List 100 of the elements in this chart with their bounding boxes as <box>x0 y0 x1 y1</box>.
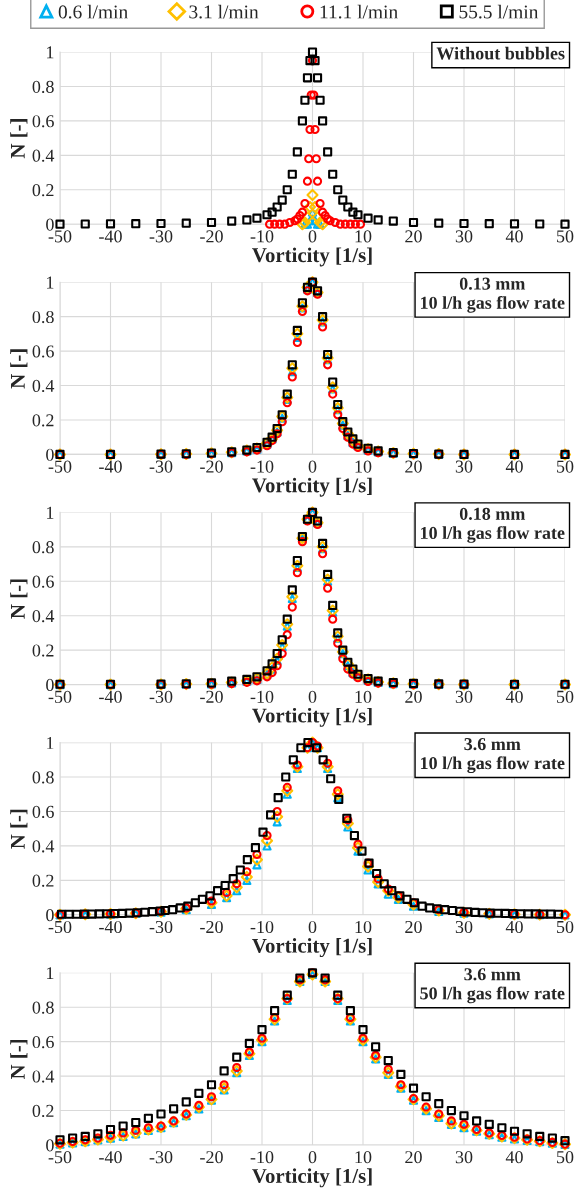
x-tick-label: 50 <box>557 920 574 934</box>
y-tick-label: 0.6 <box>32 345 54 358</box>
y-axis-title: N [-] <box>10 1039 28 1080</box>
x-tick-label: 10 <box>355 460 372 473</box>
x-tick-label: -30 <box>149 920 173 934</box>
annotation: 3.6 mm 10 l/h gas flow rate <box>421 738 565 774</box>
x-tick-label: 20 <box>405 1151 422 1164</box>
y-tick-label: 0.2 <box>32 874 54 887</box>
y-tick-label: 1 <box>47 276 54 289</box>
y-tick-label: 0.8 <box>32 1001 54 1014</box>
x-tick-label: -50 <box>48 460 72 473</box>
x-tick-label: 50 <box>557 690 574 703</box>
y-tick-label: 1 <box>47 736 54 749</box>
x-tick-label: -40 <box>99 690 122 703</box>
x-tick-label: 10 <box>355 230 372 243</box>
x-tick-label: -20 <box>200 230 223 243</box>
legend-label: 11.1 l/min <box>320 4 398 19</box>
y-tick-label: 0.4 <box>32 149 55 162</box>
y-tick-label: 1 <box>47 967 54 980</box>
x-tick-label: -50 <box>48 920 72 934</box>
x-tick-label: -50 <box>48 690 72 703</box>
x-tick-label: -20 <box>200 1151 223 1164</box>
x-tick-label: 30 <box>455 230 473 243</box>
x-tick-label: 20 <box>405 690 422 703</box>
y-tick-label: 0.4 <box>32 609 55 623</box>
y-tick-label: 0.2 <box>32 644 54 657</box>
y-tick-label: 1 <box>47 506 54 519</box>
x-tick-label: -10 <box>250 230 274 243</box>
y-tick-label: 0.8 <box>32 771 54 784</box>
x-tick-label: 40 <box>505 690 523 703</box>
x-tick-label: -10 <box>250 1151 274 1164</box>
x-tick-label: 40 <box>505 460 523 473</box>
x-tick-label: 40 <box>505 230 523 243</box>
y-tick-label: 0 <box>46 448 54 461</box>
y-tick-label: 0.8 <box>32 80 54 93</box>
y-axis-title: N [-] <box>10 349 28 389</box>
x-tick-label: 30 <box>455 1151 473 1164</box>
x-tick-label: -30 <box>149 690 173 703</box>
x-tick-label: 30 <box>455 460 473 473</box>
x-tick-label: 50 <box>557 230 574 243</box>
x-tick-label: -30 <box>149 460 173 473</box>
x-tick-label: 10 <box>355 1151 372 1164</box>
y-tick-label: 1 <box>47 46 54 59</box>
x-tick-label: 40 <box>505 1151 523 1164</box>
x-tick-label: 30 <box>455 690 473 703</box>
y-tick-label: 0.8 <box>32 541 54 554</box>
x-tick-label: 0 <box>308 230 317 243</box>
x-tick-label: -10 <box>250 690 274 703</box>
x-tick-label: -50 <box>48 1151 72 1164</box>
y-axis-title: N [-] <box>10 579 28 619</box>
x-tick-label: -20 <box>200 460 223 473</box>
x-tick-label: 50 <box>557 460 574 473</box>
y-tick-label: 0.6 <box>32 575 54 588</box>
y-tick-label: 0.2 <box>32 414 54 427</box>
x-tick-label: -30 <box>149 1151 173 1164</box>
legend-label: 55.5 l/min <box>459 4 539 19</box>
y-axis-title: N [-] <box>10 119 28 159</box>
y-tick-label: 0.4 <box>32 379 55 393</box>
x-tick-label: -10 <box>250 920 274 934</box>
y-tick-label: 0 <box>46 218 54 231</box>
x-tick-label: -10 <box>250 460 274 473</box>
x-axis-title: Vorticity [1/s] <box>252 707 372 727</box>
x-tick-label: 0 <box>308 690 317 703</box>
y-tick-label: 0.4 <box>32 840 55 853</box>
annotation: 0.13 mm 10 l/h gas flow rate <box>421 277 565 313</box>
y-tick-label: 0.6 <box>32 1035 54 1049</box>
x-tick-label: -20 <box>200 920 223 934</box>
x-tick-label: -40 <box>99 460 122 473</box>
x-axis-title: Vorticity [1/s] <box>252 938 372 958</box>
x-axis-title: Vorticity [1/s] <box>252 477 372 497</box>
annotation: Without bubbles <box>436 46 565 60</box>
y-tick-label: 0 <box>46 1139 54 1152</box>
legend-label: 3.1 l/min <box>189 4 259 19</box>
y-tick-label: 0.2 <box>32 184 54 197</box>
x-tick-label: 40 <box>505 920 523 934</box>
y-tick-label: 0.6 <box>32 805 54 818</box>
x-tick-label: 50 <box>557 1151 574 1164</box>
x-tick-label: -30 <box>149 230 173 243</box>
y-axis-title: N [-] <box>10 809 28 849</box>
x-tick-label: 20 <box>405 460 422 473</box>
x-tick-label: 0 <box>308 460 317 473</box>
x-tick-label: 20 <box>405 920 422 934</box>
x-tick-label: 20 <box>405 230 422 243</box>
x-tick-label: 30 <box>455 920 473 934</box>
y-tick-label: 0.2 <box>32 1104 54 1118</box>
x-tick-label: 0 <box>308 920 317 934</box>
x-axis-title: Vorticity [1/s] <box>252 247 372 267</box>
x-tick-label: -40 <box>99 230 122 243</box>
y-tick-label: 0.4 <box>32 1070 55 1083</box>
x-tick-label: -20 <box>200 690 223 703</box>
annotation: 0.18 mm 10 l/h gas flow rate <box>421 507 565 543</box>
x-tick-label: -40 <box>99 920 122 934</box>
x-tick-label: -40 <box>99 1151 122 1164</box>
x-tick-label: 10 <box>355 920 372 934</box>
y-tick-label: 0.8 <box>32 310 54 324</box>
legend-label: 0.6 l/min <box>58 4 128 19</box>
x-tick-label: 0 <box>308 1151 317 1164</box>
y-tick-label: 0 <box>46 678 54 692</box>
x-tick-label: -50 <box>48 230 72 243</box>
y-tick-label: 0.6 <box>32 115 54 128</box>
